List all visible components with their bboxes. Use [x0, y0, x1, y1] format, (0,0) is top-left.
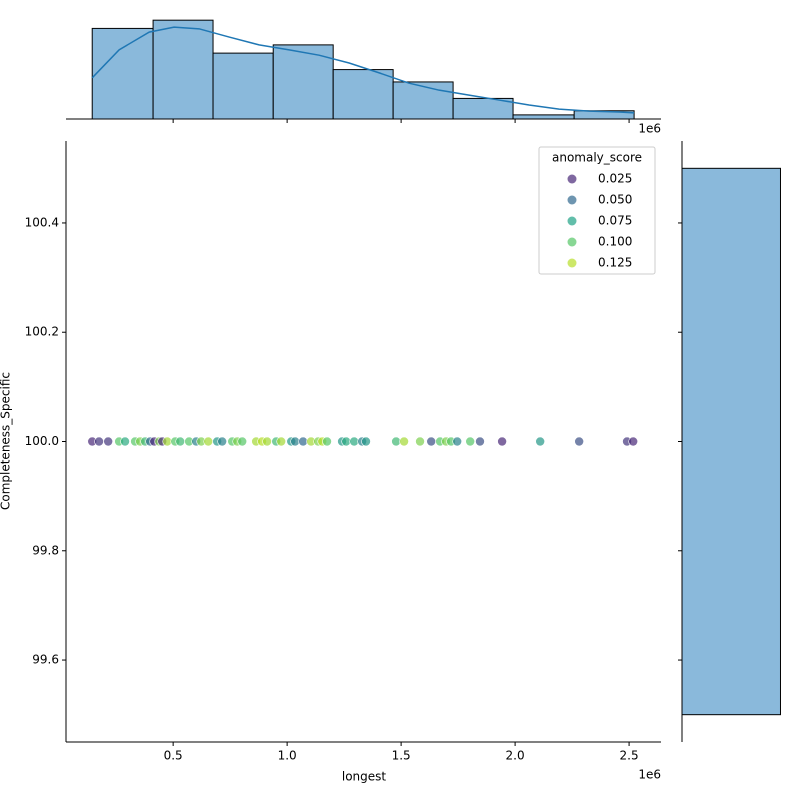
histogram-bar	[332, 69, 394, 120]
scatter-point	[94, 436, 104, 447]
legend-label: 0.125	[598, 256, 632, 270]
x-offset-label: 1e6	[638, 122, 661, 136]
x-tick-label: 0.5	[164, 749, 183, 763]
histogram-bar	[272, 44, 334, 120]
scatter-point	[415, 436, 425, 447]
scatter-point	[399, 436, 409, 447]
scatter-point	[322, 436, 332, 447]
legend-label: 0.100	[598, 235, 632, 249]
legend-box	[538, 146, 656, 275]
kde-line	[91, 26, 635, 114]
scatter-point	[361, 436, 371, 447]
histogram-bar	[512, 114, 575, 120]
legend-marker	[567, 216, 577, 226]
scatter-point	[298, 436, 308, 447]
scatter-point	[535, 436, 545, 447]
legend-title: anomaly_score	[552, 151, 642, 165]
legend-marker	[567, 195, 577, 205]
scatter-point	[262, 436, 272, 447]
y-axis-label: Completeness_Specific	[0, 372, 13, 510]
histogram-bar	[681, 167, 781, 716]
y-tick-label: 99.8	[32, 543, 59, 557]
scatter-point	[465, 436, 475, 447]
scatter-point	[475, 436, 485, 447]
scatter-point	[237, 436, 248, 447]
histogram-bar	[152, 19, 214, 120]
x-tick-label: 1.5	[392, 749, 411, 763]
y-tick-label: 100.2	[25, 325, 59, 339]
scatter-point	[349, 436, 359, 447]
x-tick-label: 1.0	[278, 749, 297, 763]
scatter-point	[497, 436, 507, 447]
scatter-point	[203, 436, 214, 447]
scatter-point	[290, 436, 300, 447]
scatter-point	[120, 436, 130, 447]
legend-label: 0.050	[598, 193, 632, 207]
scatter-point	[391, 436, 401, 447]
legend-marker	[567, 258, 577, 268]
y-tick-label: 100.0	[25, 434, 59, 448]
legend-label: 0.025	[598, 172, 632, 186]
histogram-bar	[392, 81, 454, 120]
scatter-point	[426, 436, 437, 447]
scatter-point	[103, 436, 113, 447]
scatter-point	[162, 436, 173, 447]
x-axis-label: longest	[342, 770, 387, 784]
histogram-bar	[212, 52, 274, 120]
legend-marker	[567, 237, 577, 247]
x-tick-label: 2.0	[506, 749, 525, 763]
scatter-point	[175, 436, 186, 447]
y-tick-label: 99.6	[32, 653, 59, 667]
legend-label: 0.075	[598, 214, 632, 228]
scatter-point	[341, 436, 351, 447]
scatter-point	[452, 436, 462, 447]
scatter-point	[276, 436, 287, 447]
histogram-bar	[91, 27, 154, 120]
legend-marker	[567, 174, 577, 184]
x-tick-label: 2.5	[620, 749, 639, 763]
x-offset-label: 1e6	[638, 768, 661, 782]
scatter-point	[217, 436, 227, 447]
scatter-point	[574, 436, 584, 447]
y-tick-label: 100.4	[25, 215, 59, 229]
scatter-point	[628, 436, 638, 447]
